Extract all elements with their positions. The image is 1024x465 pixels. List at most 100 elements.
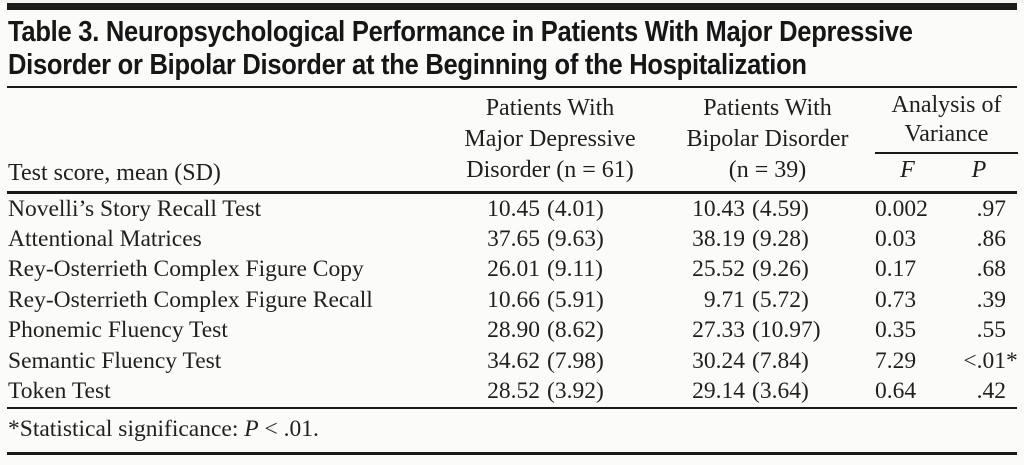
f-value: 0.03 <box>875 226 917 253</box>
bipolar-value: 25.52 (9.26) <box>660 256 875 283</box>
anova-label-line1: Analysis of <box>891 92 1002 118</box>
bipolar-sd: (7.84) <box>752 347 809 374</box>
p-value: .39 <box>940 287 1018 314</box>
column-header-bipolar: Patients With Bipolar Disorder (n = 39) <box>660 88 875 191</box>
column-header-test-score: Test score, mean (SD) <box>8 160 221 186</box>
mdd-sd: (9.11) <box>547 256 603 283</box>
bipolar-sd: (10.97) <box>752 317 821 344</box>
test-name: Rey-Osterrieth Complex Figure Recall <box>8 286 373 313</box>
bipolar-sd: (4.59) <box>752 195 809 222</box>
table-figure: Table 3. Neuropsychological Performance … <box>0 3 1024 465</box>
mdd-mean: 28.52 <box>487 378 540 405</box>
p-value: .68 <box>940 256 1018 283</box>
bipolar-mean: 9.71 <box>703 286 745 313</box>
mdd-sd: (5.91) <box>547 286 604 313</box>
p-value: .42 <box>940 378 1018 405</box>
footnote: *Statistical significance: P < .01. <box>0 409 1024 452</box>
p-number: <.01 <box>963 347 1006 374</box>
column-header-anova: Analysis of Variance F P <box>875 88 1018 191</box>
mdd-mean: 10.45 <box>487 195 540 222</box>
bipolar-mean: 38.19 <box>692 226 745 253</box>
table-row: Novelli’s Story Recall Test 10.45 (4.01) … <box>0 194 1024 224</box>
bipolar-sd: (9.26) <box>752 256 809 283</box>
mdd-sd: (4.01) <box>547 195 604 222</box>
mdd-sd: (8.62) <box>547 317 604 344</box>
p-value: .55 <box>940 317 1018 344</box>
p-value: .86 <box>940 226 1018 253</box>
footnote-rule <box>7 406 1017 409</box>
table-row: Attentional Matrices 37.65 (9.63) 38.19 (9… <box>0 224 1024 254</box>
bipolar-header-line2: Bipolar Disorder <box>686 126 849 152</box>
test-name: Attentional Matrices <box>8 226 202 253</box>
mdd-sd: (9.63) <box>547 226 604 253</box>
footnote-prefix: *Statistical significance: <box>8 415 245 442</box>
p-number: .55 <box>976 317 1006 344</box>
header-rule <box>7 191 1017 194</box>
p-value: <.01* <box>963 347 1018 374</box>
mdd-mean: 10.66 <box>487 286 540 313</box>
table-row: Semantic Fluency Test 34.62 (7.98) 30.24 (… <box>0 346 1024 376</box>
p-number: .68 <box>976 256 1006 283</box>
mdd-value: 28.90 (8.62) <box>440 317 660 344</box>
p-number: .42 <box>976 378 1006 405</box>
bipolar-value: 30.24 (7.84) <box>660 348 875 375</box>
mdd-header-line2: Major Depressive <box>464 126 636 152</box>
p-number: .97 <box>976 195 1006 222</box>
p-number: .39 <box>976 286 1006 313</box>
mdd-value: 10.66 (5.91) <box>440 287 660 314</box>
table-row: Rey-Osterrieth Complex Figure Recall 10.… <box>0 285 1024 315</box>
top-bar <box>7 3 1017 10</box>
mdd-value: 28.52 (3.92) <box>440 378 660 405</box>
column-header-p: P <box>971 156 987 183</box>
mdd-value: 10.45 (4.01) <box>440 196 660 223</box>
bipolar-value: 27.33 (10.97) <box>660 317 875 344</box>
anova-subheaders: F P <box>875 154 1018 185</box>
bipolar-mean: 25.52 <box>692 256 745 283</box>
table-body: Novelli’s Story Recall Test 10.45 (4.01) … <box>0 194 1024 407</box>
mdd-mean: 26.01 <box>487 256 540 283</box>
bipolar-sd: (5.72) <box>752 286 809 313</box>
bipolar-header-line1: Patients With <box>703 95 832 121</box>
table-row: Phonemic Fluency Test 28.90 (8.62) 27.33 (… <box>0 316 1024 346</box>
bipolar-value: 29.14 (3.64) <box>660 378 875 405</box>
bipolar-mean: 10.43 <box>692 195 745 222</box>
mdd-sd: (7.98) <box>547 347 604 374</box>
mdd-mean: 28.90 <box>487 317 540 344</box>
bipolar-header-line3: (n = 39) <box>728 157 807 183</box>
table-row: Rey-Osterrieth Complex Figure Copy 26.01… <box>0 255 1024 285</box>
test-name: Phonemic Fluency Test <box>8 317 228 344</box>
mdd-sd: (3.92) <box>547 378 604 405</box>
table-title: Table 3. Neuropsychological Performance … <box>8 16 1024 82</box>
p-number: .86 <box>976 226 1006 253</box>
column-header-mdd: Patients With Major Depressive Disorder … <box>440 88 660 191</box>
test-name: Rey-Osterrieth Complex Figure Copy <box>8 256 364 283</box>
bipolar-value: 38.19 (9.28) <box>660 226 875 253</box>
f-value: 0.002 <box>875 195 928 222</box>
bipolar-mean: 30.24 <box>692 347 745 374</box>
test-name: Novelli’s Story Recall Test <box>8 195 262 222</box>
anova-rule <box>875 152 1018 154</box>
f-value: 7.29 <box>875 347 917 374</box>
bipolar-sd: (9.28) <box>752 226 809 253</box>
table-title-line1: Table 3. Neuropsychological Performance … <box>8 16 913 48</box>
f-value: 0.64 <box>875 378 917 405</box>
bipolar-value: 10.43 (4.59) <box>660 196 875 223</box>
table-title-line2: Disorder or Bipolar Disorder at the Begi… <box>8 49 807 81</box>
bipolar-mean: 27.33 <box>692 317 745 344</box>
footnote-p-symbol: P <box>244 415 259 442</box>
mdd-mean: 34.62 <box>487 347 540 374</box>
test-name: Semantic Fluency Test <box>8 347 222 374</box>
f-value: 0.73 <box>875 286 917 313</box>
footnote-suffix: < .01. <box>258 415 319 442</box>
anova-label: Analysis of Variance <box>875 91 1018 149</box>
bipolar-value: 9.71 (5.72) <box>660 287 875 314</box>
test-name: Token Test <box>8 378 111 405</box>
mdd-header-line3: Disorder (n = 61) <box>466 157 634 183</box>
bottom-rule <box>7 451 1017 455</box>
anova-label-line2: Variance <box>904 121 989 147</box>
table-header: Test score, mean (SD) Patients With Majo… <box>0 88 1024 191</box>
mdd-mean: 37.65 <box>487 226 540 253</box>
p-value: .97 <box>940 196 1018 223</box>
bipolar-sd: (3.64) <box>752 378 809 405</box>
column-header-f: F <box>900 156 915 183</box>
